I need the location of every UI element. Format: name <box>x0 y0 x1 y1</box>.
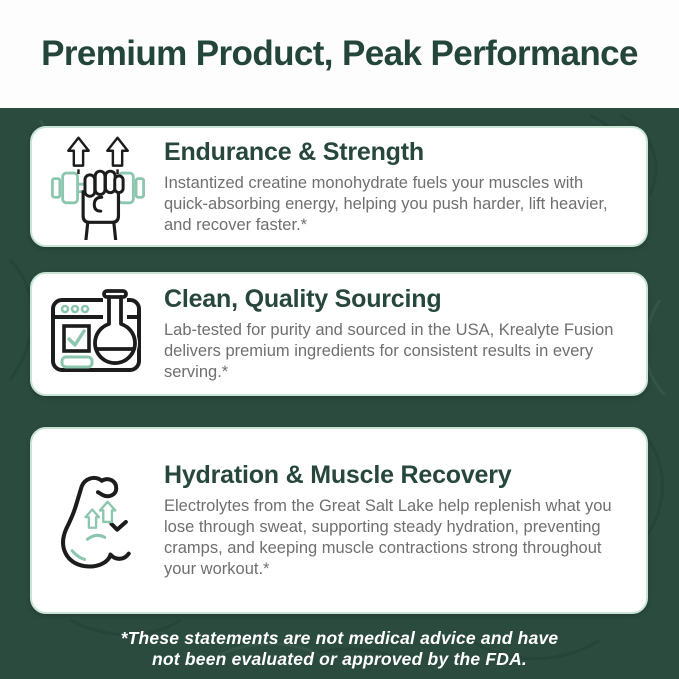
card-title: Clean, Quality Sourcing <box>164 285 442 313</box>
flexed-bicep-icon <box>32 467 164 575</box>
dumbbell-fist-icon <box>32 134 164 240</box>
card-body: Instantized creatine monohydrate fuels y… <box>164 173 608 234</box>
card-body: Lab-tested for purity and sourced in the… <box>164 321 614 381</box>
card-content: Clean, Quality Sourcing Lab-tested for p… <box>164 285 646 383</box>
card-hydration-recovery: Hydration & Muscle Recovery Electrolytes… <box>30 427 648 614</box>
card-body: Electrolytes from the Great Salt Lake he… <box>164 497 612 578</box>
card-content: Endurance & Strength Instantized creatin… <box>164 138 646 236</box>
disclaimer-line-1: *These statements are not medical advice… <box>120 628 559 648</box>
header: Premium Product, Peak Performance <box>0 0 679 108</box>
card-content: Hydration & Muscle Recovery Electrolytes… <box>164 461 646 580</box>
disclaimer-line-2: not been evaluated or approved by the FD… <box>152 649 527 669</box>
page-title: Premium Product, Peak Performance <box>41 34 638 73</box>
fda-disclaimer: *These statements are not medical advice… <box>0 628 679 670</box>
card-title: Hydration & Muscle Recovery <box>164 461 512 489</box>
card-title: Endurance & Strength <box>164 137 424 166</box>
card-endurance-strength: Endurance & Strength Instantized creatin… <box>30 126 648 247</box>
card-clean-sourcing: Clean, Quality Sourcing Lab-tested for p… <box>30 272 648 396</box>
lab-flask-browser-icon <box>32 287 164 381</box>
